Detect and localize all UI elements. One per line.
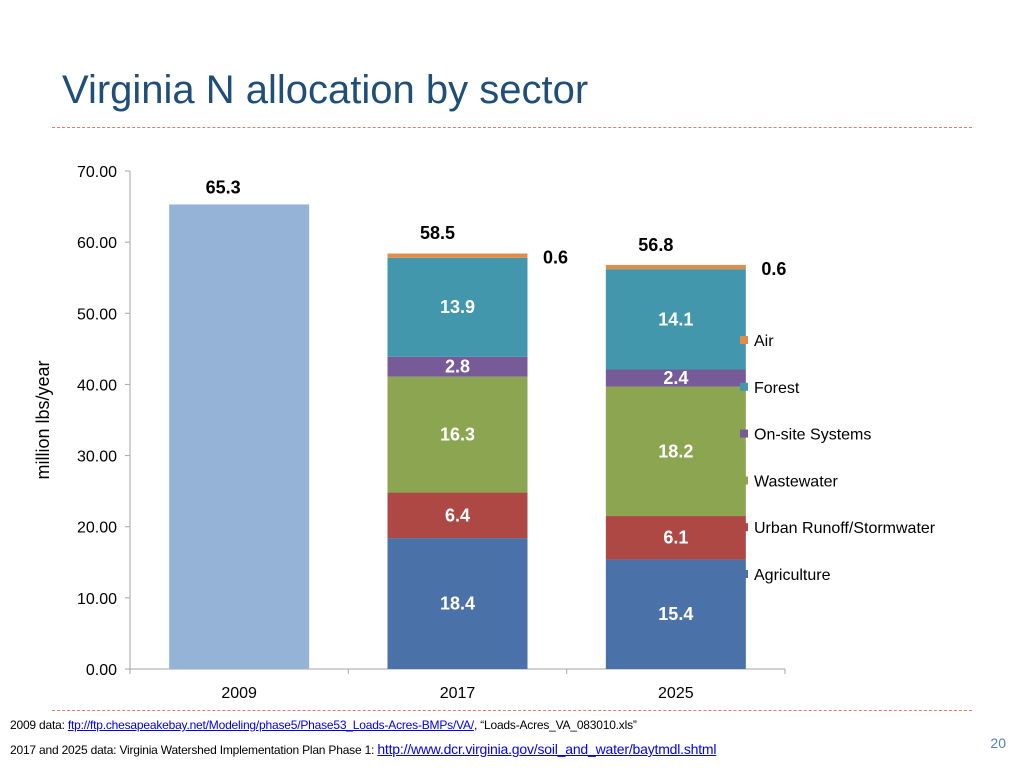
footnote-2009-suffix: , “Loads-Acres_VA_083010.xls”: [473, 718, 637, 732]
legend-label-forest: Forest: [754, 380, 800, 397]
bar-segment-2025-agriculture: [605, 559, 746, 669]
y-tick-label: 0.00: [86, 662, 117, 679]
legend-swatch-agriculture: [740, 570, 748, 578]
y-tick-label: 60.00: [77, 235, 117, 252]
bar-segment-2025-urban-runoff-stormwater: [605, 516, 746, 560]
bar-segment-2017-air: [387, 253, 528, 258]
legend-label-urban-runoff-stormwater: Urban Runoff/Stormwater: [754, 520, 936, 537]
data-label-2025-total: 56.8: [638, 235, 673, 255]
footnote-wip-prefix: 2017 and 2025 data: Virginia Watershed I…: [10, 743, 378, 757]
data-label-2025-wastewater: 18.2: [658, 441, 693, 461]
bar-2009-total: [169, 204, 310, 670]
slide-number: 20: [990, 735, 1006, 751]
legend-label-agriculture: Agriculture: [754, 567, 831, 584]
x-tick-label: 2009: [221, 685, 257, 702]
y-tick-label: 30.00: [77, 449, 117, 466]
data-label-2017-agriculture: 18.4: [440, 594, 475, 614]
data-label-2017-wastewater: 16.3: [440, 425, 475, 445]
legend-swatch-forest: [740, 382, 748, 391]
legend-swatch-on-site-systems: [740, 429, 748, 438]
legend-swatch-air: [740, 336, 748, 344]
data-label-2017-forest: 13.9: [440, 297, 475, 317]
y-tick-label: 50.00: [77, 306, 117, 323]
footnote-wip-link[interactable]: http://www.dcr.virginia.gov/soil_and_wat…: [377, 741, 717, 757]
data-label-2025-forest: 14.1: [658, 309, 693, 329]
bar-segment-2025-on-site-systems: [605, 369, 746, 387]
footnote-wip-source: 2017 and 2025 data: Virginia Watershed I…: [10, 741, 716, 757]
data-label-2017-urban-runoff-stormwater: 6.4: [445, 505, 470, 525]
legend-label-wastewater: Wastewater: [754, 473, 839, 490]
bar-segment-2017-urban-runoff-stormwater: [387, 492, 528, 539]
bar-segment-2025-forest: [605, 269, 746, 370]
legend-swatch-urban-runoff-stormwater: [740, 523, 748, 532]
legend-swatch-wastewater: [740, 476, 748, 485]
y-tick-label: 10.00: [77, 591, 117, 608]
y-tick-label: 20.00: [77, 520, 117, 537]
data-label-2025-air: 0.6: [761, 259, 786, 279]
title-divider: [52, 127, 972, 128]
bar-segment-2017-agriculture: [387, 538, 528, 669]
y-tick-label: 70.00: [77, 164, 117, 181]
bar-segment-2017-wastewater: [387, 376, 528, 493]
bar-segment-2025-air: [605, 264, 746, 270]
bar-chart: 0.00 10.00 20.00 30.00 40.00 50.00 60.00 70.00 m…: [33, 164, 936, 702]
y-axis-title: million lbs/year: [33, 360, 53, 479]
bar-segment-2017-on-site-systems: [387, 356, 528, 377]
data-label-2017-on-site-systems: 2.8: [445, 357, 470, 377]
data-label-2025-urban-runoff-stormwater: 6.1: [663, 528, 688, 548]
data-label-2017-total: 58.5: [420, 223, 455, 243]
data-label-2009-total: 65.3: [206, 177, 241, 197]
footnote-2009-prefix: 2009 data:: [10, 718, 68, 732]
legend-label-on-site-systems: On-site Systems: [754, 427, 871, 444]
slide-title: Virginia N allocation by sector: [62, 68, 589, 112]
footnote-2009-link[interactable]: ftp://ftp.chesapeakebay.net/Modeling/pha…: [67, 718, 474, 732]
x-tick-label: 2025: [658, 685, 694, 702]
x-tick-label: 2017: [440, 685, 476, 702]
data-label-2025-on-site-systems: 2.4: [663, 368, 688, 388]
legend-label-air: Air: [754, 333, 774, 350]
footer-divider: [52, 710, 972, 711]
bar-segment-2017-forest: [387, 257, 528, 357]
y-tick-label: 40.00: [77, 377, 117, 394]
bar-segment-2025-wastewater: [605, 386, 746, 517]
data-label-2025-agriculture: 15.4: [658, 604, 693, 624]
footnote-2009-source: 2009 data: ftp://ftp.chesapeakebay.net/M…: [10, 718, 637, 732]
data-label-2017-air: 0.6: [543, 248, 568, 268]
